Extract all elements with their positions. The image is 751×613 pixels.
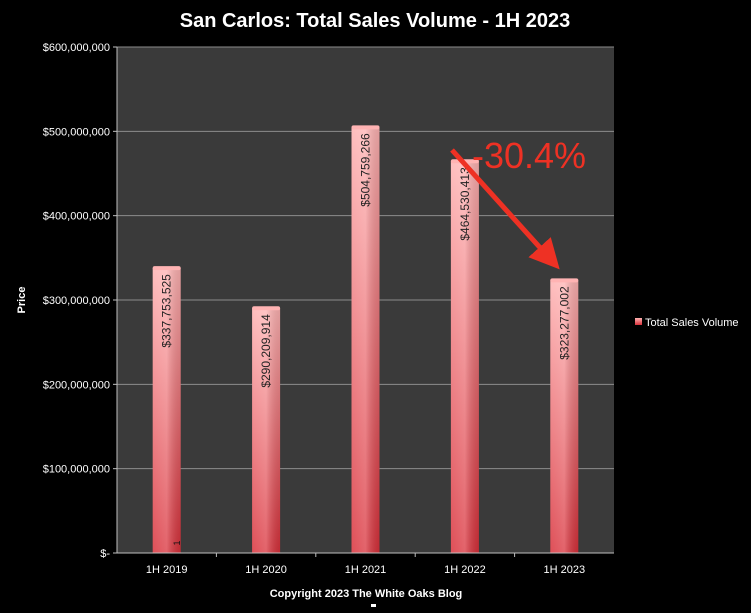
decline-arrow [450,148,560,270]
bar-highlight [450,161,479,553]
y-tick-label: $- [100,548,110,560]
y-tick-label: $100,000,000 [43,464,110,476]
x-tick-label: 1H 2020 [245,564,287,576]
bar-cap [152,266,181,271]
annotation: -30.4% [450,135,586,270]
bar-highlight [550,280,579,553]
stray-mark: 1 [172,540,182,545]
x-axis-ticks: 1H 2019 1H 2020 1H 2021 1H 2022 1H 2023 [146,553,585,576]
bar-cap [550,278,579,283]
x-tick-label: 1H 2023 [544,564,586,576]
legend-label: Total Sales Volume [645,317,739,329]
y-axis-label: Price [16,287,28,314]
data-label: $464,530,413 [458,167,472,241]
y-tick-label: $600,000,000 [43,42,110,54]
x-tick-label: 1H 2022 [444,564,486,576]
bar-highlight [351,127,380,553]
bar-cap [351,125,380,130]
bar-highlight [152,268,181,553]
legend: Total Sales Volume [635,317,739,329]
legend-swatch [635,318,642,325]
bar-highlight [252,308,281,553]
bar-cap [252,306,281,311]
data-label: $323,277,002 [557,286,571,360]
x-tick-label: 1H 2021 [345,564,387,576]
y-tick-label: $500,000,000 [43,126,110,138]
y-tick-label: $300,000,000 [43,295,110,307]
footer-mark [371,604,376,607]
copyright-footer: Copyright 2023 The White Oaks Blog [270,588,463,600]
data-label: $504,759,266 [359,133,373,207]
y-axis-ticks: $- $100,000,000 $200,000,000 $300,000,000 $4… [43,42,117,560]
y-tick-label: $400,000,000 [43,211,110,223]
bars [152,125,579,553]
data-label: $337,753,525 [160,274,174,348]
data-label: $290,209,914 [259,314,273,388]
chart-title: San Carlos: Total Sales Volume - 1H 2023 [180,10,571,32]
y-tick-label: $200,000,000 [43,379,110,391]
annotation-text: -30.4% [472,135,586,176]
x-tick-label: 1H 2019 [146,564,188,576]
data-labels: $337,753,525 $290,209,914 $504,759,266 $464… [160,133,572,388]
